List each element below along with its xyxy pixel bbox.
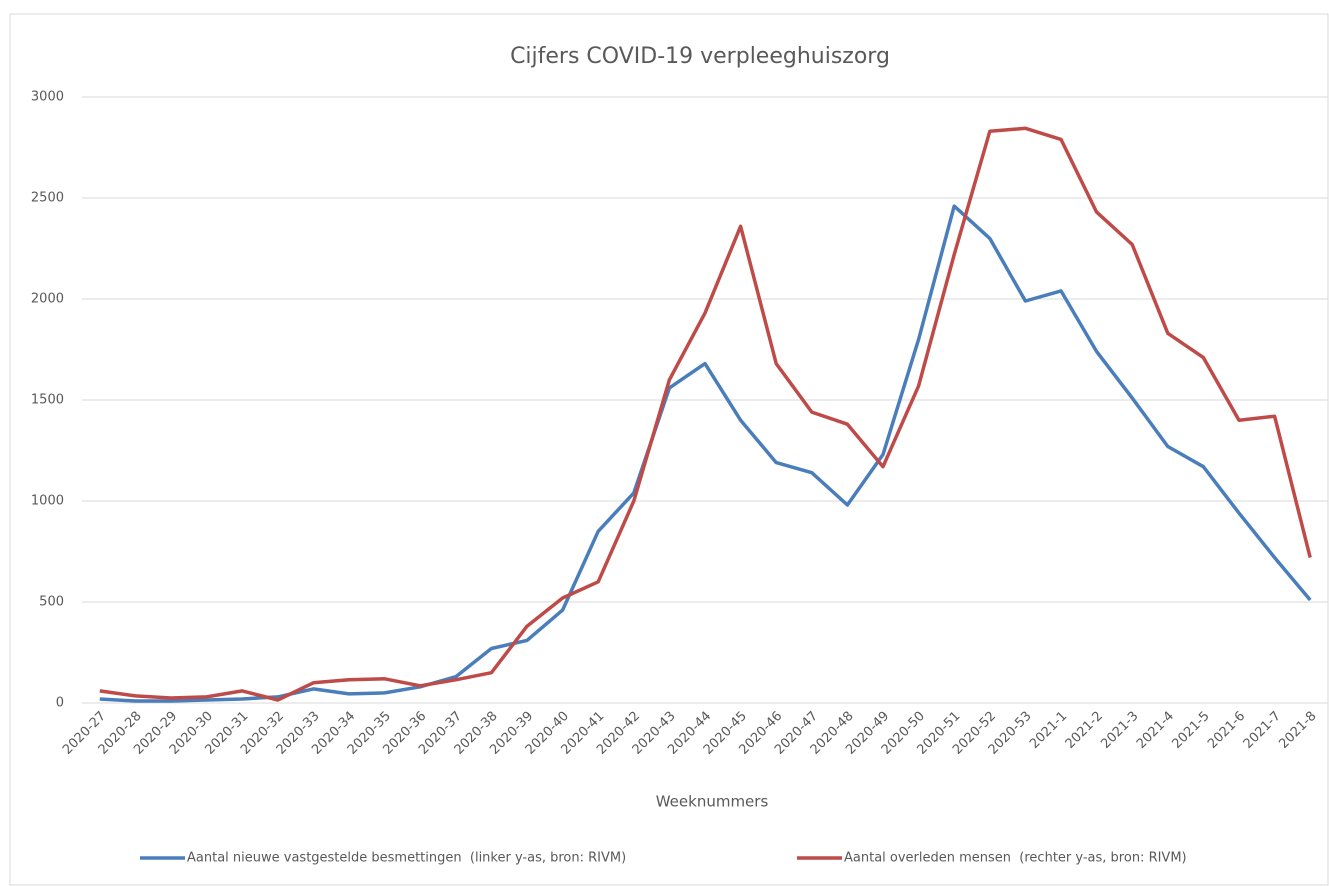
- series-line: [99, 204, 1312, 703]
- series-line: [99, 126, 1312, 702]
- y-tick-label: 3000: [31, 90, 64, 105]
- chart-border: [9, 13, 1329, 886]
- legend-label: Aantal overleden mensen (rechter y-as, b…: [844, 851, 1187, 866]
- y-tick-label: 1500: [31, 393, 64, 408]
- y-tick-label: 0: [56, 696, 64, 711]
- y-tick-label: 500: [39, 595, 64, 610]
- y-tick-label: 1000: [31, 494, 64, 509]
- legend-label: Aantal nieuwe vastgestelde besmettingen …: [187, 851, 626, 866]
- y-tick-label: 2500: [31, 191, 64, 206]
- x-axis-label: Weeknummers: [656, 793, 769, 811]
- chart-title: Cijfers COVID-19 verpleeghuiszorg: [510, 44, 890, 69]
- y-tick-label: 2000: [31, 292, 64, 307]
